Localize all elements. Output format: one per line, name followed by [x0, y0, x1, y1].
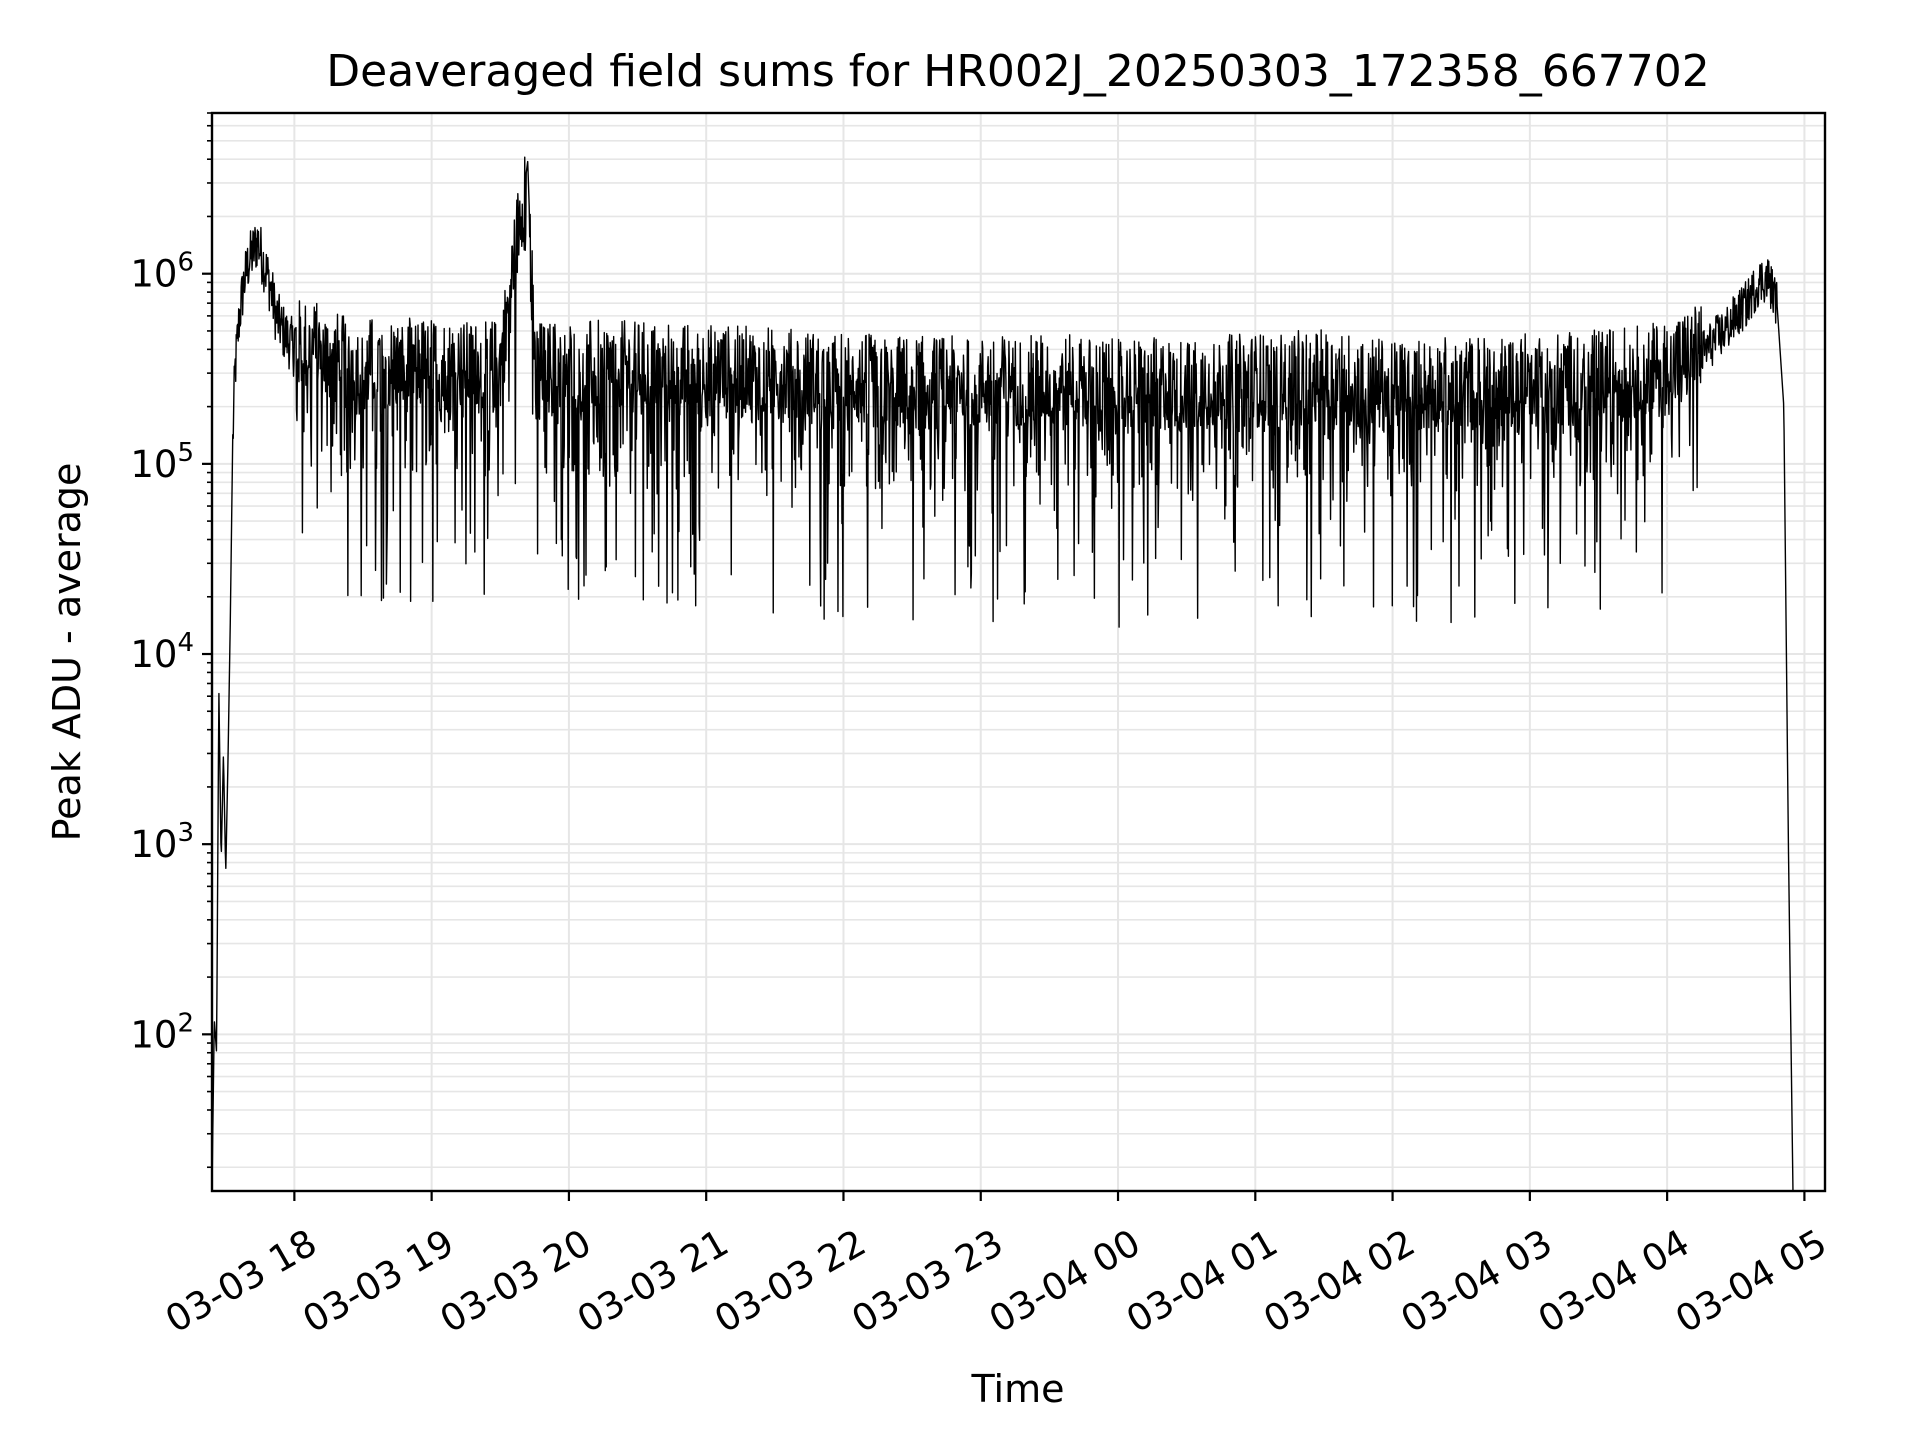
- y-tick-base: 10: [130, 823, 177, 866]
- series-line: [211, 156, 1794, 1192]
- y-tick-exponent: 3: [177, 818, 194, 848]
- y-tick-exponent: 4: [177, 628, 194, 658]
- x-tick-label: 03-04 04: [1531, 1221, 1697, 1341]
- y-tick-label: 106: [130, 248, 194, 296]
- series-layer: [211, 156, 1794, 1192]
- y-tick-label: 102: [130, 1008, 194, 1056]
- x-tick-label: 03-03 20: [433, 1221, 599, 1341]
- x-tick-label: 03-04 00: [982, 1221, 1148, 1341]
- grid-lines: [212, 112, 1825, 1191]
- y-tick-base: 10: [130, 633, 177, 676]
- x-tick-label: 03-04 02: [1257, 1221, 1423, 1341]
- y-tick-exponent: 6: [177, 248, 194, 278]
- y-tick-base: 10: [130, 253, 177, 296]
- x-tick-label: 03-03 19: [296, 1221, 462, 1341]
- y-tick-label: 104: [130, 628, 194, 676]
- x-tick-label: 03-04 05: [1668, 1221, 1834, 1341]
- x-tick-label: 03-03 18: [158, 1221, 324, 1341]
- x-tick-label: 03-03 21: [570, 1221, 736, 1341]
- y-tick-exponent: 5: [177, 438, 194, 468]
- y-tick-base: 10: [130, 1013, 177, 1056]
- x-tick-label: 03-04 03: [1394, 1221, 1560, 1341]
- y-tick-base: 10: [130, 443, 177, 486]
- y-tick-label: 105: [130, 438, 194, 486]
- x-tick-label: 03-04 01: [1119, 1221, 1285, 1341]
- plot-frame: [210, 111, 1827, 1193]
- chart-title: Deaveraged field sums for HR002J_2025030…: [326, 46, 1710, 97]
- y-tick-label: 103: [130, 818, 194, 866]
- x-tick-label: 03-03 22: [707, 1221, 873, 1341]
- x-axis-label: Time: [971, 1367, 1065, 1411]
- y-axis-label: Peak ADU - average: [45, 463, 89, 842]
- y-tick-exponent: 2: [177, 1008, 194, 1038]
- x-tick-label: 03-03 23: [845, 1221, 1011, 1341]
